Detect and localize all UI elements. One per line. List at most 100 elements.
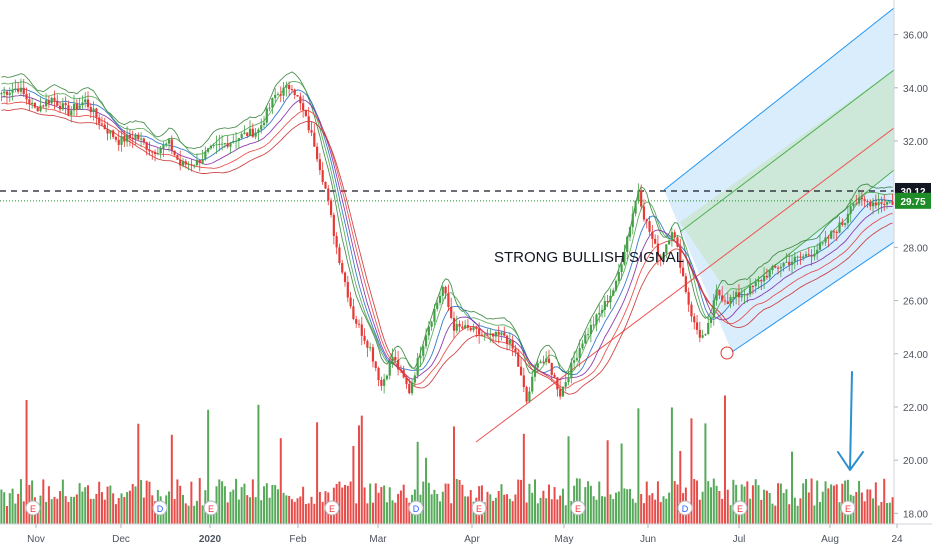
candle-body [56,100,59,106]
volume-bar [117,498,120,524]
candle-body [751,286,755,288]
volume-bar [888,502,891,524]
volume-bar [168,491,171,524]
volume-bar [120,493,123,524]
earnings-icon [840,500,856,516]
volume-bar [802,483,805,524]
candle-body [665,244,668,254]
candle-body [229,142,232,147]
candle-body [11,90,14,93]
candle-body [433,308,436,322]
volume-bar [36,504,39,524]
candle-body [285,84,288,88]
candle-body [302,103,305,111]
event-marker-earnings: E [324,500,340,516]
volume-bar [805,479,807,524]
candle-body [226,143,229,147]
candle-body [609,295,612,303]
volume-bar [439,501,442,524]
candle-body [620,264,623,273]
candle-body [187,164,190,166]
down-arrow-drawing [837,371,864,471]
candle-body [640,190,643,207]
volume-bar [73,496,76,524]
candle-body [844,223,847,225]
volume-bar [321,501,324,524]
candle-body [799,256,802,258]
volume-bar [402,484,405,524]
candle-body [176,154,179,160]
volume-bar [461,484,464,524]
time-axis-panel [0,524,932,550]
earnings-icon [25,500,41,516]
candle-body [464,325,467,329]
volume-bar [221,481,224,524]
candle-body [126,134,129,142]
candle-body [670,232,673,241]
volume-bar [126,492,129,524]
candle-body [525,387,528,402]
volume-bar [223,486,226,524]
candle-body [704,334,707,336]
volume-bar [615,492,618,524]
volume-bar [176,479,179,524]
volume-bar [545,498,548,524]
volume-bar [483,502,486,524]
candle-body [95,108,98,118]
candle-body [5,91,9,95]
volume-bar [547,484,550,524]
volume-bar [447,483,450,524]
volume-bar [732,479,735,524]
volume-bar [271,484,274,524]
candle-body [61,103,64,110]
dividend-icon [152,500,168,516]
candle-body [802,256,805,258]
volume-bar [609,494,612,524]
candle-body [776,267,780,269]
volume-bar [399,490,402,524]
candle-body [139,138,143,140]
volume-bar [564,505,567,524]
volume-bar [522,433,525,524]
candle-body [857,197,861,204]
volume-bar [606,440,609,524]
volume-bar [181,494,184,524]
candle-body [600,309,604,313]
price-label-value: 30.12 [900,187,925,198]
candle-body [642,206,646,220]
candle-body [567,378,570,383]
volume-bar [45,501,48,524]
volume-bar [430,494,433,524]
candle-body [369,347,372,349]
candle-body [556,377,559,390]
earnings-icon [471,500,487,516]
candle-body [718,289,721,296]
candle-body [151,151,154,153]
volume-bar [207,409,210,524]
volume-bar [187,505,190,524]
time-axis[interactable]: Nov Dec 2020 Feb Mar Apr May Jun Jul Aug 24 [27,524,903,545]
candle-body [397,359,400,370]
candle-body [494,331,497,337]
volume-bar [232,489,235,524]
candle-body [324,182,327,189]
volume-bar [637,408,640,524]
candle-body [377,367,380,381]
volume-bar [693,479,696,524]
candle-body [469,327,472,331]
candle-body [33,102,37,108]
event-marker-earnings: E [25,500,41,516]
volume-bar [285,495,288,524]
volume-bar [293,501,296,524]
candle-body [338,247,341,264]
candle-body [385,375,389,380]
candle-body [360,324,363,336]
candle-body [184,161,187,165]
volume-bar [489,494,492,524]
volume-bar [349,481,352,524]
volume-bar [405,497,408,524]
candle-body [503,332,506,336]
